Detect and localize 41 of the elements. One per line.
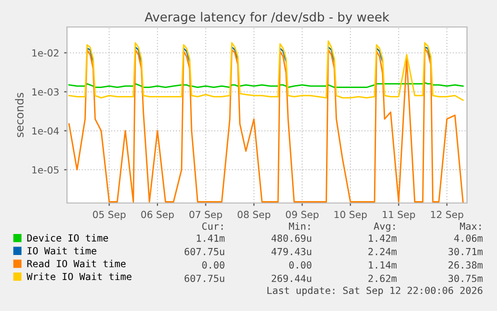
text: Last update: Sat Sep 12 22:00:06 2026 [267,286,482,296]
x-tick-label: 09 Sep [286,210,319,220]
legend-label: Write IO Wait time [26,272,132,280]
x-tick-label: 06 Sep [141,210,174,220]
text: 2.24m [368,248,397,256]
text: Min: [288,222,310,230]
text: 607.75u [184,248,224,256]
text: 2.62m [368,274,397,282]
legend-label: Read IO Wait time [27,260,126,268]
text: 1.42m [368,234,397,242]
y-tick-label: 1e-05 [32,166,59,174]
text: 479.43u [272,248,312,256]
text: 30.75m [448,274,483,282]
text: 269.44u [272,274,312,282]
text: 480.69u [272,234,312,242]
x-tick-label: 05 Sep [92,210,126,220]
text: 30.71m [448,248,483,256]
text: 1.14m [368,261,397,269]
y-tick-label: 1e-02 [32,49,58,57]
chart-title: Average latency for /dev/sdb - by week [144,12,390,24]
y-tick-label: 1e-04 [32,127,59,135]
x-tick-label: 11 Sep [382,210,416,220]
x-tick-label: 07 Sep [189,210,222,220]
text: Max: [460,222,481,230]
text: 0.00 [289,261,312,269]
text: 4.06m [454,234,483,242]
x-tick-label: 08 Sep [238,210,270,220]
text: 1.41m [196,234,225,242]
legend-label: IO Wait time [28,246,96,254]
text: 26.38m [448,261,483,269]
y-tick-label: 1e-03 [32,88,59,96]
text: Avg: [374,222,395,232]
x-tick-label: 12 Sep [431,210,464,220]
text: Cur: [202,222,223,230]
text: 0.00 [202,261,224,269]
x-tick-label: 10 Sep [334,210,367,220]
text: 607.75u [184,274,224,282]
line-series [68,40,464,101]
legend-label: Device IO time [27,234,108,242]
line-series [68,48,464,203]
y-axis-title: seconds [15,92,24,138]
